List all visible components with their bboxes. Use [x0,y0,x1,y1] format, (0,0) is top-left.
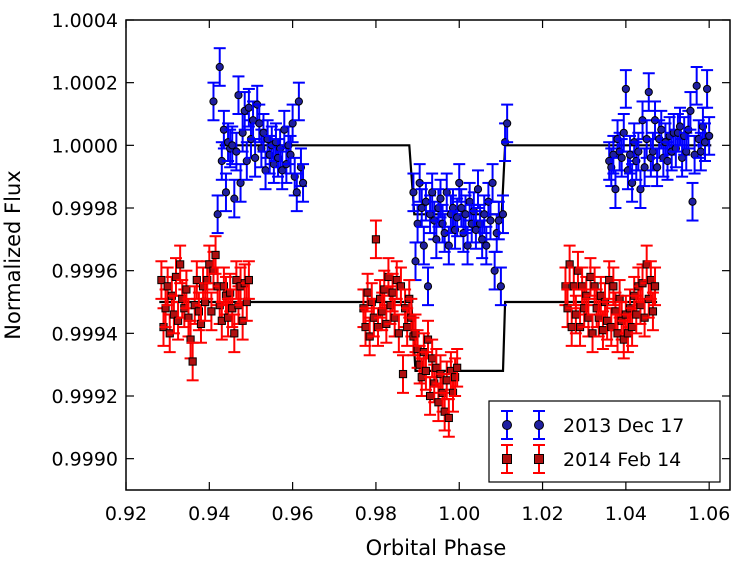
x-tick-label: 0.94 [188,503,230,525]
dec-2013-point [703,116,716,156]
dec-2013-point [453,163,466,203]
dec-2013-point [701,69,714,109]
feb-2014-point [205,291,218,332]
dec-2013-point [207,81,220,122]
feb-2014-point [646,291,659,332]
dec-2013-point [422,266,434,307]
legend-box [488,400,721,483]
dec-2013-point [471,169,484,209]
feb-2014-point [174,244,187,285]
dec-2013-point [661,141,674,181]
legend-label: 2014 Feb 14 [563,449,681,471]
y-tick-label: 1.0000 [52,135,118,157]
feb-2014-point [649,266,662,307]
feb-2014-point [172,301,185,341]
plot-area [125,19,731,491]
dec-2013-point [690,66,703,106]
dec-2013-point [496,194,509,235]
dec-2013-point [413,163,426,203]
feb-2014-point [451,348,464,388]
dec-2013-point [290,172,303,213]
y-tick-label: 1.0002 [52,73,118,95]
dec-2013-point [442,225,455,266]
data-points [155,47,716,438]
x-tick-label: 0.98 [355,503,397,525]
y-axis-title: Normalized Flux [1,170,25,339]
dec-2013-point [434,178,447,219]
y-tick-label: 0.9990 [52,449,118,471]
dec-2013-point [417,225,430,266]
feb-2014-point [215,301,228,341]
legend-item-1: 2013 Dec 17 [501,410,684,440]
dec-2013-point [638,147,651,188]
x-tick-label: 1.00 [438,503,480,525]
dec-2013-point [615,138,628,178]
dec-2013-point [409,241,422,282]
dec-2013-point [642,72,655,112]
y-tick-label: 1.0004 [52,10,118,32]
dec-2013-point [501,103,514,144]
y-tick-label: 0.9994 [52,323,118,345]
legend: 2013 Dec 17 2014 Feb 14 [488,400,721,483]
legend-item-2: 2014 Feb 14 [501,444,681,474]
y-tick-label: 0.9996 [52,261,118,283]
feb-2014-point [432,382,445,423]
x-tick-label: 1.04 [605,503,647,525]
feb-2014-point [186,341,199,382]
dec-2013-point [686,181,699,222]
y-tick-label: 0.9998 [52,198,118,220]
dec-2013-point [211,194,224,235]
x-tick-label: 1.02 [521,503,563,525]
dec-2013-point [292,81,305,122]
y-tick-label: 0.9992 [52,386,118,408]
dec-2013-point [619,69,632,109]
dec-2013-point [213,47,226,87]
x-tick-label: 0.92 [105,503,147,525]
feb-2014-point [397,354,410,394]
axis-ticks: 0.92 0.94 0.96 0.98 1.00 1.02 1.04 1.06 0.9990 0.… [52,10,731,525]
dec-2013-point [461,225,474,266]
dec-2013-point [684,91,697,131]
dec-2013-point [486,163,499,203]
feb-2014-point [392,313,405,354]
x-tick-label: 0.96 [271,503,313,525]
x-axis-title: Orbital Phase [366,536,507,560]
dec-2013-point [297,163,310,203]
dec-2013-point [494,266,507,307]
dec-2013-point [219,172,232,213]
x-tick-label: 1.06 [688,503,730,525]
feb-2014-point [607,266,620,307]
feb-2014-point [180,269,193,310]
dec-2013-point [234,163,247,203]
legend-label: 2013 Dec 17 [563,415,684,437]
dec-2013-point [609,169,622,209]
feb-2014-point [369,219,382,260]
dec-2013-point [240,141,253,181]
feb-2014-point [242,260,255,300]
